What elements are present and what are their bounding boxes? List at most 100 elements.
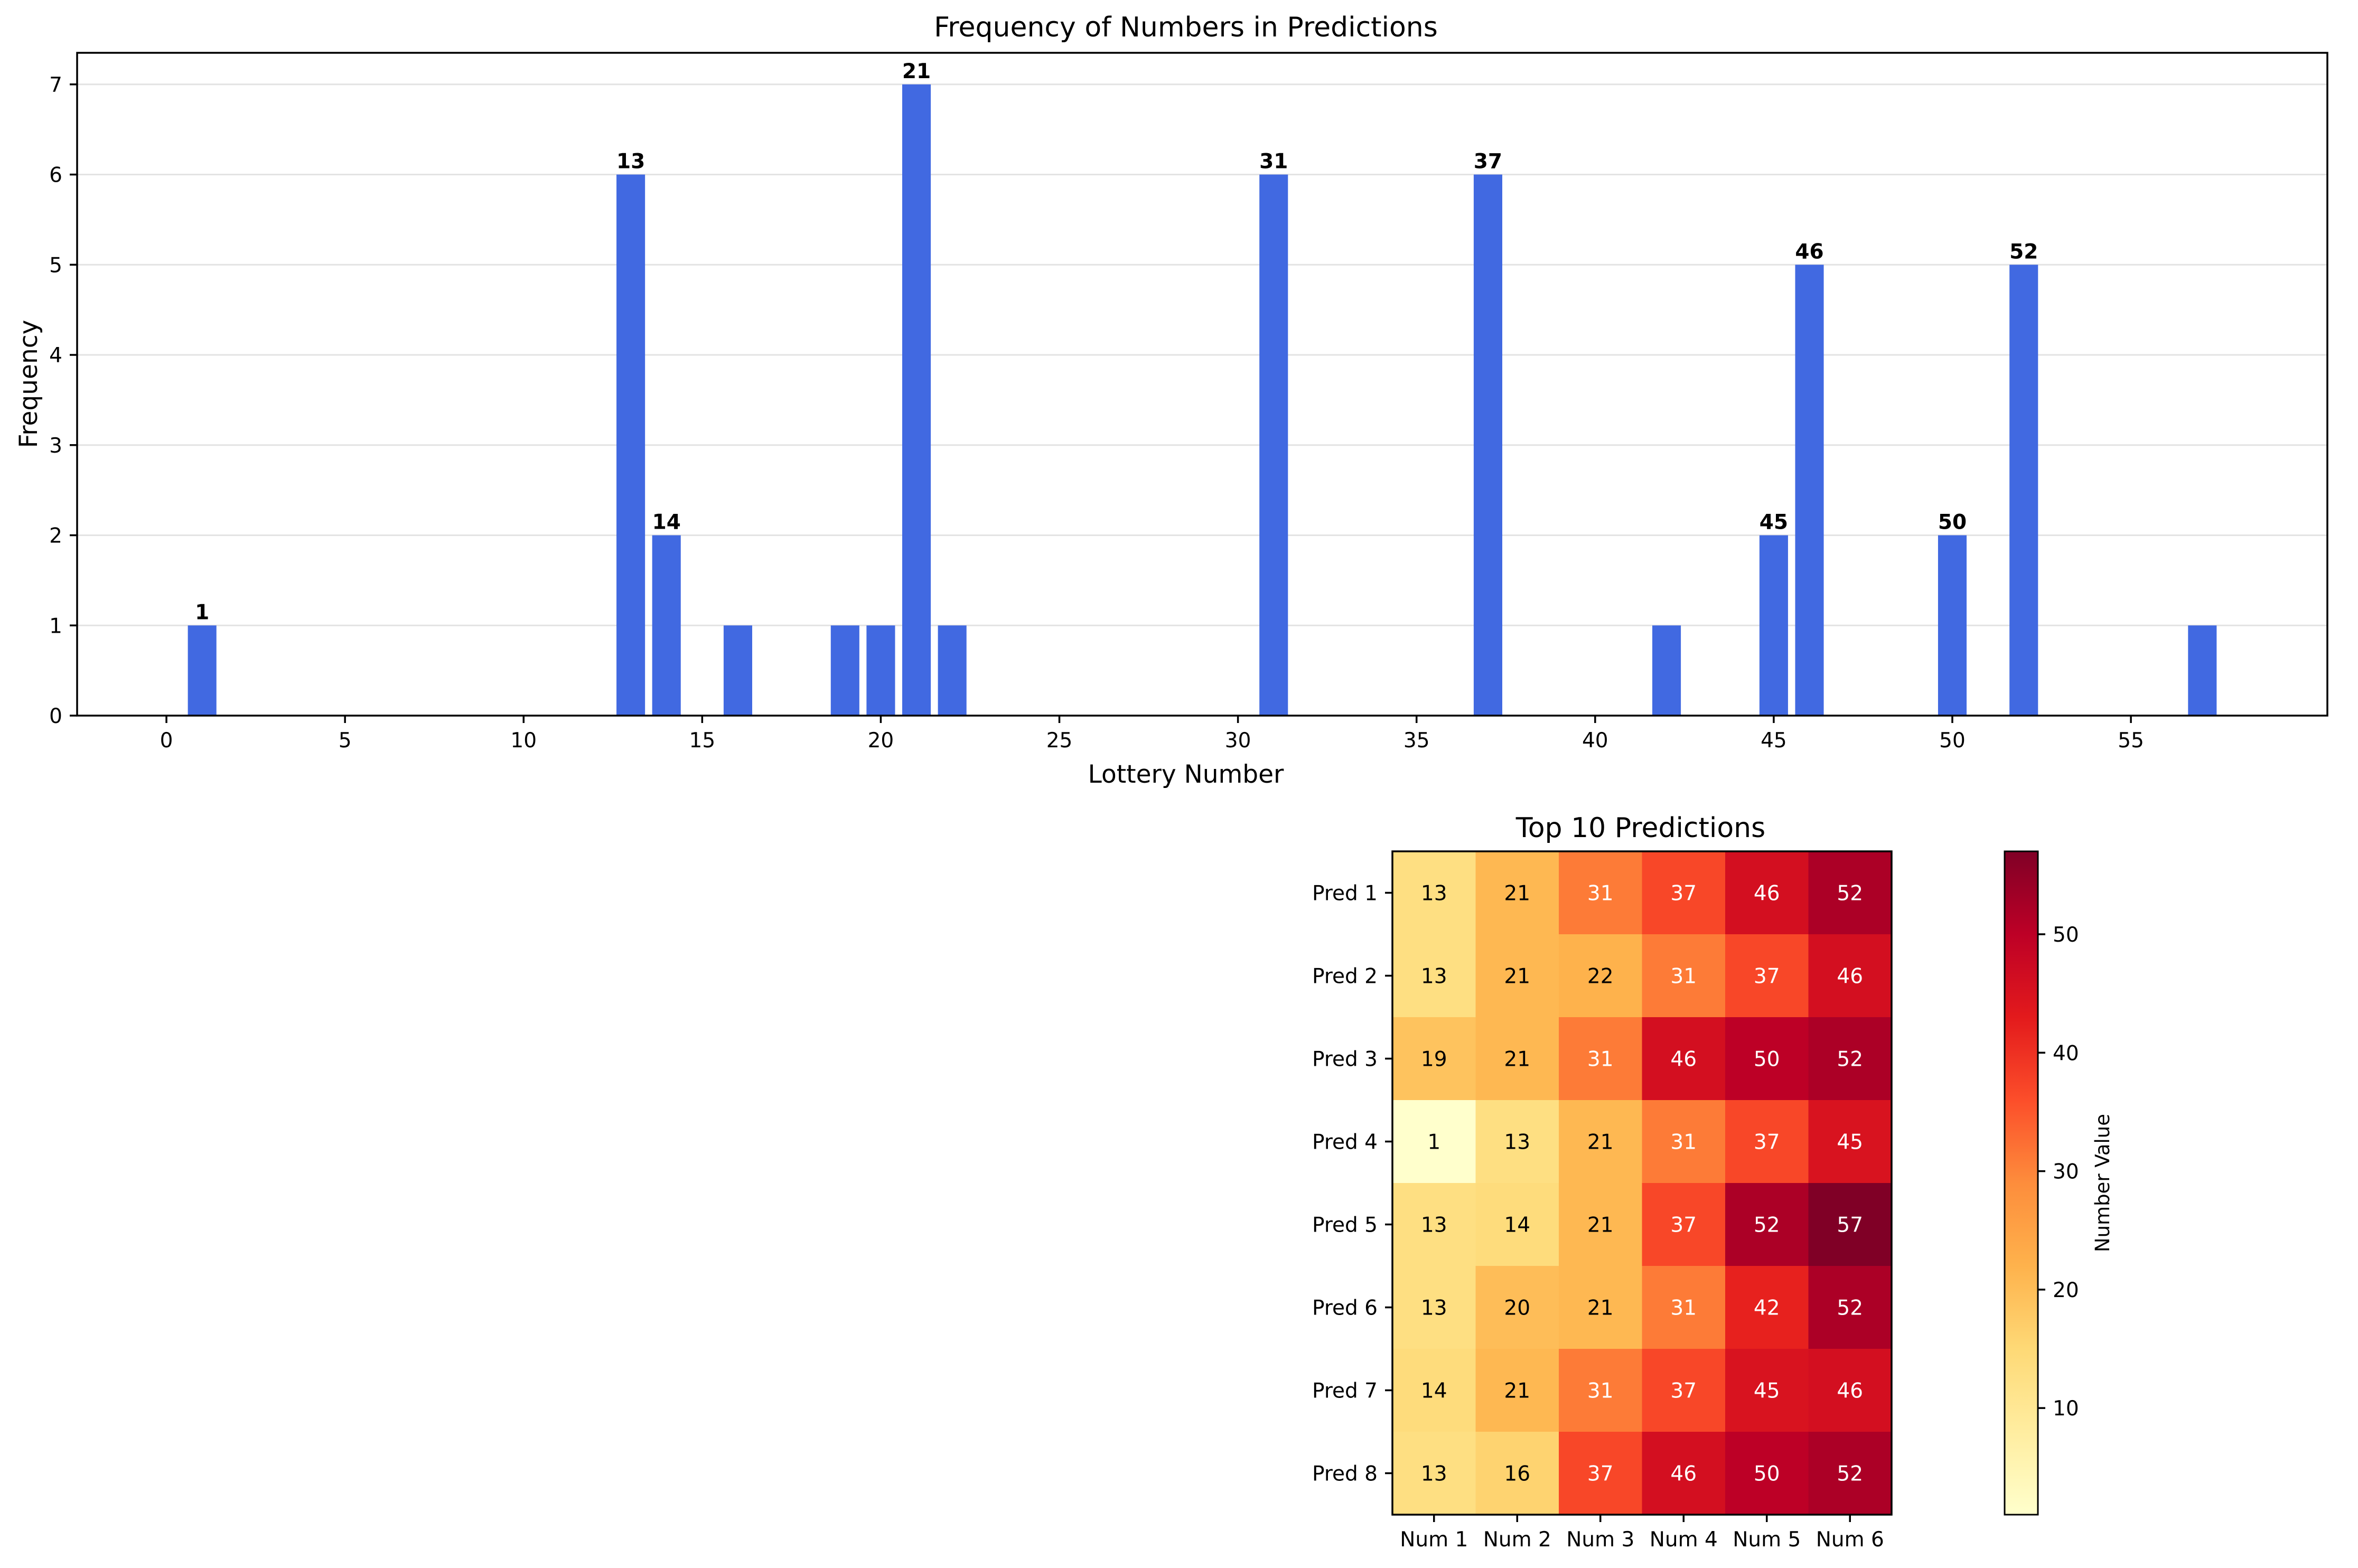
heatmap-cell-value: 52 bbox=[1754, 1214, 1780, 1237]
heatmap-cell bbox=[1642, 1349, 1726, 1432]
heatmap-cell-value: 21 bbox=[1587, 1297, 1614, 1320]
heatmap-cell bbox=[1392, 1183, 1476, 1266]
bar-value-label: 52 bbox=[2009, 240, 2038, 264]
heatmap-cell-value: 45 bbox=[1837, 1131, 1863, 1154]
bar bbox=[902, 84, 931, 716]
bar-value-label: 46 bbox=[1795, 240, 1823, 264]
bar-value-label: 1 bbox=[195, 600, 209, 624]
heatmap-cell-value: 21 bbox=[1587, 1131, 1614, 1154]
column-label: Num 4 bbox=[1650, 1528, 1718, 1552]
heatmap-cell-value: 57 bbox=[1837, 1214, 1863, 1237]
heatmap-cell bbox=[1392, 1100, 1476, 1184]
heatmap-cell-value: 37 bbox=[1670, 1379, 1697, 1403]
heatmap-cell bbox=[1642, 934, 1726, 1018]
heatmap-cell-value: 46 bbox=[1670, 1048, 1697, 1072]
bar-labels: 1 13 14 21 31 37 45 46 50 52 bbox=[195, 60, 2038, 624]
heatmap-cell-value: 1 bbox=[1427, 1131, 1440, 1154]
row-label: Pred 2 bbox=[1312, 965, 1378, 989]
heatmap-cell-value: 31 bbox=[1670, 965, 1697, 989]
row-label: Pred 4 bbox=[1312, 1131, 1378, 1154]
colorbar-ticks: 10 20 30 40 50 bbox=[2038, 923, 2079, 1421]
x-tick-label: 5 bbox=[339, 729, 352, 753]
heatmap-cell bbox=[1475, 1266, 1559, 1349]
x-tick-label: 45 bbox=[1761, 729, 1787, 753]
heatmap-cell bbox=[1559, 851, 1642, 935]
heatmap-cell-value: 13 bbox=[1504, 1131, 1530, 1154]
heatmap-cell bbox=[1559, 1349, 1642, 1432]
heatmap-column-labels: Num 1 Num 2 Num 3 Num 4 Num 5 Num 6 bbox=[1400, 1515, 1884, 1552]
row-label: Pred 1 bbox=[1312, 882, 1378, 906]
heatmap-cell bbox=[1475, 1432, 1559, 1515]
column-label: Num 2 bbox=[1483, 1528, 1551, 1552]
heatmap-title: Top 10 Predictions bbox=[1515, 812, 1765, 844]
bar-grid bbox=[77, 83, 2327, 626]
heatmap-frame bbox=[1391, 850, 1893, 1516]
x-axis-label: Lottery Number bbox=[1088, 760, 1284, 789]
heatmap-cell-value: 21 bbox=[1587, 1214, 1614, 1237]
bar bbox=[1795, 265, 1824, 716]
bar-value-label: 31 bbox=[1259, 150, 1288, 174]
bar bbox=[830, 625, 859, 716]
heatmap-cells: 13 21 31 37 46 52 13 21 22 31 37 46 19 21 31 46 50 52 1 13 2… bbox=[1392, 851, 1892, 1515]
colorbar-tick-label: 10 bbox=[2053, 1397, 2079, 1421]
colorbar: 10 20 30 40 50 Number Value bbox=[2004, 850, 2114, 1516]
heatmap-cell-value: 52 bbox=[1837, 1462, 1863, 1486]
heatmap-cell bbox=[1725, 1266, 1809, 1349]
heatmap-cell bbox=[1642, 851, 1726, 935]
heatmap-cell-value: 50 bbox=[1754, 1462, 1780, 1486]
heatmap-cell-value: 16 bbox=[1504, 1462, 1530, 1486]
heatmap-cell-value: 46 bbox=[1837, 965, 1863, 989]
heatmap-cell-value: 42 bbox=[1754, 1297, 1780, 1320]
bar bbox=[1652, 625, 1681, 716]
y-axis-ticks: 0 1 2 3 4 5 6 7 bbox=[49, 73, 77, 728]
heatmap-cell bbox=[1392, 1432, 1476, 1515]
bar bbox=[1938, 535, 1967, 716]
heatmap-cell-value: 14 bbox=[1421, 1379, 1447, 1403]
heatmap-cell-value: 37 bbox=[1670, 882, 1697, 906]
heatmap-cell bbox=[1559, 1017, 1642, 1101]
heatmap-cell-value: 21 bbox=[1504, 1379, 1530, 1403]
heatmap-cell bbox=[1725, 1432, 1809, 1515]
heatmap-cell bbox=[1475, 934, 1559, 1018]
heatmap-cell-value: 31 bbox=[1587, 882, 1614, 906]
column-label: Num 6 bbox=[1816, 1528, 1884, 1552]
y-tick-label: 7 bbox=[49, 73, 62, 97]
heatmap-cell bbox=[1475, 1100, 1559, 1184]
heatmap-cell bbox=[1392, 934, 1476, 1018]
bar-plot-frame bbox=[76, 52, 2328, 717]
heatmap-cell-value: 14 bbox=[1504, 1214, 1530, 1237]
heatmap-cell-value: 46 bbox=[1837, 1379, 1863, 1403]
heatmap-cell-value: 31 bbox=[1587, 1048, 1614, 1072]
bar bbox=[938, 625, 967, 716]
x-tick-label: 30 bbox=[1225, 729, 1251, 753]
heatmap-cell-value: 21 bbox=[1504, 1048, 1530, 1072]
heatmap-cell-value: 13 bbox=[1421, 1297, 1447, 1320]
heatmap-cell bbox=[1392, 1349, 1476, 1432]
colorbar-tick-label: 50 bbox=[2053, 923, 2079, 947]
heatmap-cell bbox=[1392, 851, 1476, 935]
heatmap-cell bbox=[1642, 1432, 1726, 1515]
heatmap-cell-value: 13 bbox=[1421, 965, 1447, 989]
bar-value-label: 13 bbox=[616, 150, 645, 174]
bar-value-label: 37 bbox=[1474, 150, 1502, 174]
heatmap-cell-value: 52 bbox=[1837, 1297, 1863, 1320]
x-axis-ticks: 0 5 10 15 20 25 30 35 40 45 50 55 bbox=[160, 716, 2144, 753]
heatmap-cell bbox=[1808, 1017, 1892, 1101]
heatmap-cell bbox=[1559, 1266, 1642, 1349]
heatmap-cell bbox=[1559, 1183, 1642, 1266]
heatmap-cell-value: 52 bbox=[1837, 882, 1863, 906]
x-tick-label: 15 bbox=[689, 729, 716, 753]
heatmap-cell-value: 50 bbox=[1754, 1048, 1780, 1072]
row-label: Pred 8 bbox=[1312, 1462, 1378, 1486]
heatmap-cell-value: 45 bbox=[1754, 1379, 1780, 1403]
heatmap-cell bbox=[1725, 1100, 1809, 1184]
heatmap-cell bbox=[1808, 1349, 1892, 1432]
heatmap-cell bbox=[1642, 1266, 1726, 1349]
row-label: Pred 7 bbox=[1312, 1379, 1378, 1403]
x-tick-label: 0 bbox=[160, 729, 173, 753]
heatmap-cell bbox=[1808, 1183, 1892, 1266]
heatmap-cell-value: 37 bbox=[1587, 1462, 1614, 1486]
heatmap-cell-value: 52 bbox=[1837, 1048, 1863, 1072]
heatmap-cell-value: 31 bbox=[1670, 1131, 1697, 1154]
